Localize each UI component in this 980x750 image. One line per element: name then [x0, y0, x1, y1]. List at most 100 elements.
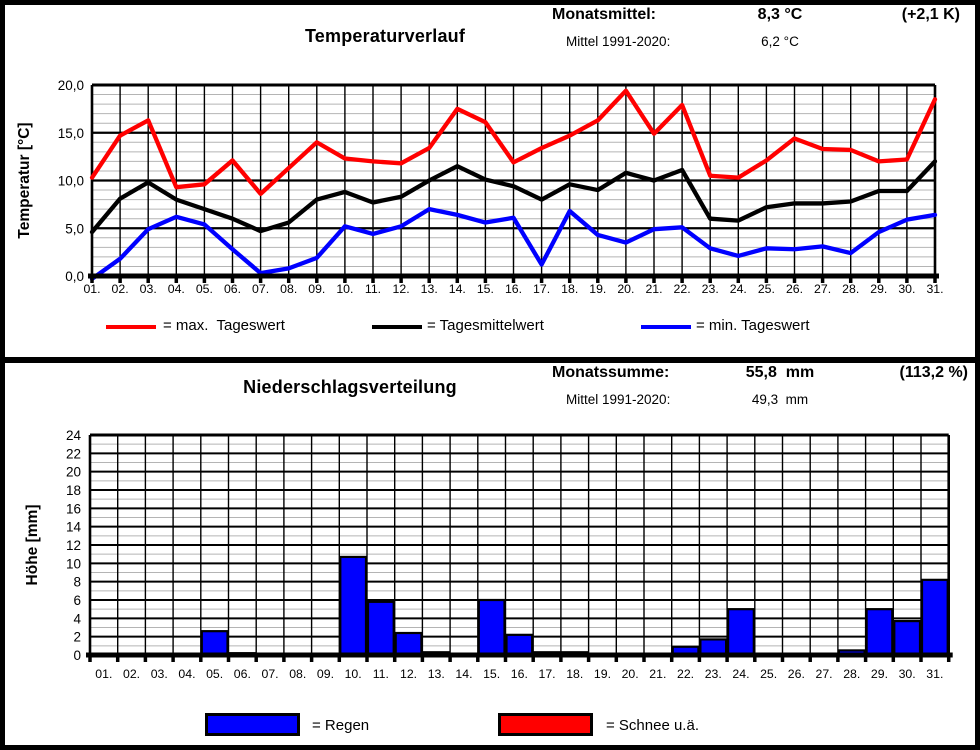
svg-text:07.: 07.	[261, 667, 278, 681]
max-temp-line-swatch	[106, 325, 156, 329]
precipitation-chart: 01. 02. 03. 04. 05. 06. 07. 08. 09. 10. 11. 12. 13. 1…	[24, 428, 953, 681]
svg-text:18: 18	[66, 483, 81, 498]
svg-text:15,0: 15,0	[58, 126, 84, 141]
mean-temp-legend-label: = Tagesmittelwert	[427, 317, 544, 334]
svg-text:20,0: 20,0	[58, 78, 84, 93]
svg-text:30.: 30.	[899, 667, 916, 681]
svg-text:22.: 22.	[674, 282, 691, 296]
svg-text:23.: 23.	[702, 282, 719, 296]
svg-text:13.: 13.	[421, 282, 438, 296]
svg-text:03.: 03.	[140, 282, 157, 296]
rain-legend-label: = Regen	[312, 717, 370, 734]
svg-text:19.: 19.	[594, 667, 611, 681]
svg-text:18.: 18.	[566, 667, 583, 681]
svg-text:17.: 17.	[538, 667, 555, 681]
svg-text:06.: 06.	[224, 282, 241, 296]
svg-text:20: 20	[66, 465, 81, 480]
precipitation-panel-title: Niederschlagsverteilung	[243, 377, 457, 397]
temperature-reference-label: Mittel 1991-2020:	[566, 34, 671, 49]
svg-text:21.: 21.	[645, 282, 662, 296]
svg-text:Temperatur [°C]: Temperatur [°C]	[16, 122, 33, 238]
svg-text:09.: 09.	[317, 667, 334, 681]
svg-text:12.: 12.	[393, 282, 410, 296]
svg-text:19.: 19.	[589, 282, 606, 296]
svg-text:02.: 02.	[123, 667, 140, 681]
monthly-sum-label: Monatssumme:	[552, 364, 670, 381]
svg-text:26.: 26.	[788, 667, 805, 681]
precipitation-reference-label: Mittel 1991-2020:	[566, 392, 671, 407]
svg-text:16.: 16.	[505, 282, 522, 296]
svg-text:0,0: 0,0	[65, 269, 84, 284]
svg-text:21.: 21.	[649, 667, 666, 681]
precipitation-percent-value: (113,2 %)	[899, 364, 968, 381]
svg-text:12: 12	[66, 538, 81, 553]
svg-text:24.: 24.	[732, 667, 749, 681]
monthly-mean-value: 8,3 °C	[757, 6, 803, 23]
svg-text:16.: 16.	[511, 667, 528, 681]
svg-text:10: 10	[66, 556, 81, 571]
svg-text:23.: 23.	[705, 667, 722, 681]
precipitation-reference-value: 49,3 mm	[751, 392, 809, 407]
svg-text:15.: 15.	[477, 282, 494, 296]
monthly-mean-label: Monatsmittel:	[552, 6, 656, 23]
svg-text:4: 4	[73, 611, 81, 626]
svg-text:5,0: 5,0	[65, 221, 84, 236]
svg-text:09.: 09.	[308, 282, 325, 296]
svg-text:27.: 27.	[815, 667, 832, 681]
svg-text:13.: 13.	[428, 667, 445, 681]
min-temp-line-swatch	[641, 325, 691, 329]
max-temp-legend-label: = max. Tageswert	[163, 317, 285, 334]
precipitation-legend: = Regen = Schnee u.ä.	[0, 711, 980, 743]
svg-text:20.: 20.	[622, 667, 639, 681]
svg-text:01.: 01.	[83, 282, 100, 296]
monthly-sum-value: 55,8 mm	[745, 364, 815, 381]
temperature-panel-title: Temperaturverlauf	[304, 26, 466, 46]
svg-text:14.: 14.	[455, 667, 472, 681]
svg-text:2: 2	[73, 630, 81, 645]
svg-text:01.: 01.	[95, 667, 112, 681]
svg-text:30.: 30.	[898, 282, 915, 296]
svg-text:27.: 27.	[814, 282, 831, 296]
svg-text:31.: 31.	[926, 282, 943, 296]
svg-text:06.: 06.	[234, 667, 251, 681]
svg-text:05.: 05.	[196, 282, 213, 296]
svg-text:31.: 31.	[926, 667, 943, 681]
svg-text:8: 8	[73, 575, 81, 590]
svg-text:26.: 26.	[786, 282, 803, 296]
svg-text:Höhe [mm]: Höhe [mm]	[24, 505, 41, 586]
svg-text:6: 6	[73, 593, 81, 608]
svg-text:10.: 10.	[336, 282, 353, 296]
svg-text:08.: 08.	[289, 667, 306, 681]
svg-text:16: 16	[66, 501, 81, 516]
rain-swatch	[205, 713, 300, 736]
svg-text:11.: 11.	[365, 282, 381, 296]
svg-text:29.: 29.	[871, 667, 888, 681]
svg-text:28.: 28.	[843, 667, 860, 681]
svg-text:24.: 24.	[730, 282, 747, 296]
temperature-legend: = max. Tageswert = Tagesmittelwert = min…	[0, 316, 980, 342]
svg-text:04.: 04.	[168, 282, 185, 296]
svg-text:25.: 25.	[758, 282, 775, 296]
svg-text:03.: 03.	[151, 667, 168, 681]
temperature-reference-value: 6,2 °C	[761, 34, 799, 49]
svg-text:14.: 14.	[449, 282, 466, 296]
svg-text:22: 22	[66, 446, 81, 461]
svg-text:22.: 22.	[677, 667, 694, 681]
snow-legend-label: = Schnee u.ä.	[606, 717, 699, 734]
svg-text:11.: 11.	[373, 667, 389, 681]
svg-text:02.: 02.	[112, 282, 129, 296]
svg-text:10.: 10.	[345, 667, 362, 681]
svg-text:29.: 29.	[870, 282, 887, 296]
svg-text:05.: 05.	[206, 667, 223, 681]
svg-text:18.: 18.	[561, 282, 578, 296]
temperature-chart: 01. 02. 03. 04. 05. 06. 07. 08. 09. 10. 11. 12. 13. 1…	[16, 78, 944, 296]
min-temp-legend-label: = min. Tageswert	[696, 317, 810, 334]
svg-text:17.: 17.	[533, 282, 550, 296]
svg-text:07.: 07.	[252, 282, 269, 296]
svg-text:0: 0	[73, 648, 81, 663]
svg-text:10,0: 10,0	[58, 174, 84, 189]
mean-temp-line-swatch	[372, 325, 422, 329]
snow-swatch	[498, 713, 593, 736]
svg-text:20.: 20.	[617, 282, 634, 296]
